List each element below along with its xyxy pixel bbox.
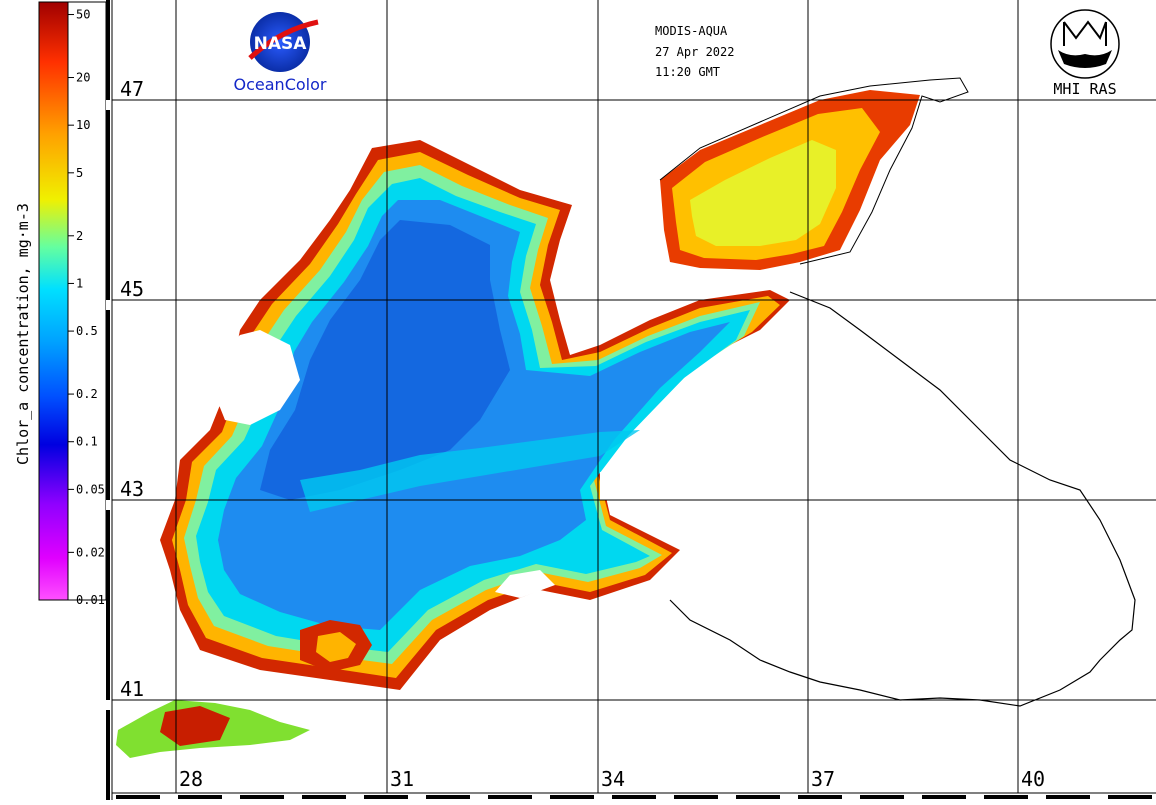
east-coastline [669,291,1136,707]
axis-dash [550,795,594,799]
longitude-labels: 28 31 34 37 40 [179,767,1045,791]
mhi-ras-logo: MHI RAS [1050,9,1120,98]
mhi-ras-text: MHI RAS [1053,80,1116,98]
axis-dash [364,795,408,799]
axis-dash [1046,795,1090,799]
sea-of-azov [660,90,920,270]
acquisition-time: 11:20 GMT [655,65,720,79]
axis-dash [674,795,718,799]
bottom-axis [112,792,1156,799]
azov-coastline [659,77,969,265]
colorbar-tick-label: 0.01 [76,593,105,607]
longitude-label: 31 [390,767,414,791]
latitude-label: 43 [120,477,144,501]
acquisition-date: 27 Apr 2022 [655,45,734,59]
axis-dash [116,795,160,799]
axis-dash [302,795,346,799]
colorbar-title: Chlor_a concentration, mg·m-3 [14,203,32,465]
axis-dash [1108,795,1152,799]
graticule [112,0,1156,793]
longitude-label: 40 [1021,767,1045,791]
latitude-label: 41 [120,677,144,701]
longitude-label: 34 [601,767,625,791]
axis-dash [860,795,904,799]
axis-dash [426,795,470,799]
axis-dash [984,795,1028,799]
colorbar-tick-label: 0.05 [76,482,105,496]
nasa-logo-text: NASA [254,34,308,54]
nasa-logo: NASA OceanColor [234,12,327,94]
longitude-label: 28 [179,767,203,791]
acquisition-info: MODIS-AQUA 27 Apr 2022 11:20 GMT [655,24,734,79]
latitude-label: 45 [120,277,144,301]
black-sea-chlorophyll [160,140,790,690]
axis-dash [240,795,284,799]
axis-dash [612,795,656,799]
colorbar-tick-label: 10 [76,118,90,132]
colorbar-tick-label: 2 [76,229,83,243]
colorbar-tick-label: 0.02 [76,545,105,559]
colorbar-tick-label: 1 [76,276,83,290]
latitude-label: 47 [120,77,144,101]
axis-dash [922,795,966,799]
colorbar-tick-label: 0.1 [76,435,98,449]
latitude-labels: 47 45 43 41 [120,77,144,701]
axis-dash [736,795,780,799]
colorbar-tick-label: 20 [76,71,90,85]
colorbar-tick-label: 0.5 [76,324,98,338]
sea-of-marmara [116,700,310,758]
axis-dash [178,795,222,799]
colorbar-tick-label: 0.2 [76,387,98,401]
oceancolor-text: OceanColor [234,75,327,94]
colorbar-tick-label: 5 [76,166,83,180]
left-axis [106,0,113,800]
colorbar-ticks: 50 20 10 5 2 1 0.5 0.2 0.1 0.05 0.02 0.01 [68,8,105,607]
axis-dash [488,795,532,799]
colorbar: Chlor_a concentration, mg·m-3 50 20 10 5 2 1 0… [14,1,107,607]
longitude-label: 37 [811,767,835,791]
colorbar-tick-label: 50 [76,8,90,22]
axis-dash [798,795,842,799]
sensor-name: MODIS-AQUA [655,24,728,38]
